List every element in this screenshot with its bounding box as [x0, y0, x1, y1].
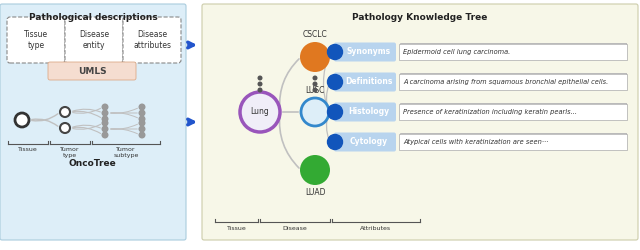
Circle shape [313, 88, 317, 92]
Text: Tissue
type: Tissue type [24, 30, 48, 50]
Text: CSCLC: CSCLC [303, 30, 328, 39]
Text: UMLS: UMLS [77, 66, 106, 76]
Circle shape [328, 44, 342, 60]
Text: Definitions: Definitions [346, 78, 393, 86]
FancyBboxPatch shape [65, 17, 123, 63]
Circle shape [140, 126, 145, 132]
Circle shape [102, 120, 108, 126]
Text: OncoTree: OncoTree [68, 159, 116, 168]
Text: LUAD: LUAD [305, 188, 325, 197]
Text: Cytology: Cytology [350, 138, 388, 146]
Text: Pathology Knowledge Tree: Pathology Knowledge Tree [352, 13, 488, 22]
Circle shape [15, 113, 29, 127]
FancyBboxPatch shape [401, 43, 625, 59]
FancyBboxPatch shape [202, 4, 638, 240]
Text: Tumor
subtype: Tumor subtype [113, 147, 139, 158]
FancyBboxPatch shape [399, 44, 627, 60]
Text: Disease: Disease [283, 226, 307, 231]
Circle shape [301, 98, 329, 126]
Text: Atypical cells with keratinization are seen···: Atypical cells with keratinization are s… [403, 139, 548, 145]
FancyBboxPatch shape [0, 4, 186, 240]
FancyBboxPatch shape [7, 17, 65, 63]
FancyBboxPatch shape [400, 134, 627, 150]
Circle shape [300, 155, 330, 185]
FancyBboxPatch shape [48, 62, 136, 80]
Circle shape [102, 110, 108, 116]
Circle shape [60, 107, 70, 117]
Text: Tissue: Tissue [227, 226, 246, 231]
FancyBboxPatch shape [399, 134, 627, 150]
Text: Lung: Lung [251, 108, 269, 116]
Text: Presence of keratinization including keratin pearls...: Presence of keratinization including ker… [403, 109, 577, 115]
FancyBboxPatch shape [400, 104, 627, 120]
FancyBboxPatch shape [399, 74, 627, 90]
Circle shape [313, 76, 317, 80]
FancyBboxPatch shape [334, 132, 396, 152]
Circle shape [328, 74, 342, 90]
Circle shape [102, 116, 108, 122]
Circle shape [258, 82, 262, 86]
FancyBboxPatch shape [401, 73, 625, 89]
FancyBboxPatch shape [399, 104, 627, 120]
Text: Disease
entity: Disease entity [79, 30, 109, 50]
Circle shape [328, 104, 342, 120]
Text: A carcinoma arising from squamous bronchial epithelial cells.: A carcinoma arising from squamous bronch… [403, 79, 608, 85]
FancyBboxPatch shape [334, 102, 396, 122]
Circle shape [140, 120, 145, 126]
Text: Tissue: Tissue [18, 147, 38, 152]
FancyBboxPatch shape [334, 42, 396, 62]
Text: Synonyms: Synonyms [347, 48, 391, 56]
Text: Epidermoid cell lung carcinoma.: Epidermoid cell lung carcinoma. [403, 49, 510, 55]
Circle shape [313, 82, 317, 86]
Circle shape [140, 116, 145, 122]
Text: Disease
attributes: Disease attributes [133, 30, 171, 50]
Circle shape [140, 110, 145, 116]
Text: Tumor
type: Tumor type [60, 147, 80, 158]
Circle shape [140, 132, 145, 138]
Circle shape [102, 104, 108, 110]
Circle shape [240, 92, 280, 132]
Circle shape [140, 104, 145, 110]
FancyBboxPatch shape [400, 74, 627, 90]
Circle shape [102, 126, 108, 132]
Circle shape [328, 134, 342, 150]
Circle shape [300, 42, 330, 72]
FancyBboxPatch shape [401, 103, 625, 119]
FancyBboxPatch shape [400, 44, 627, 60]
FancyBboxPatch shape [123, 17, 181, 63]
Text: Histology: Histology [348, 108, 390, 116]
Text: Pathological descriptions: Pathological descriptions [29, 13, 157, 22]
Circle shape [60, 123, 70, 133]
FancyBboxPatch shape [401, 133, 625, 149]
FancyBboxPatch shape [334, 72, 396, 92]
Text: LUSC: LUSC [305, 86, 324, 95]
Text: Attributes: Attributes [360, 226, 392, 231]
Circle shape [258, 76, 262, 80]
Circle shape [258, 88, 262, 92]
Circle shape [102, 132, 108, 138]
